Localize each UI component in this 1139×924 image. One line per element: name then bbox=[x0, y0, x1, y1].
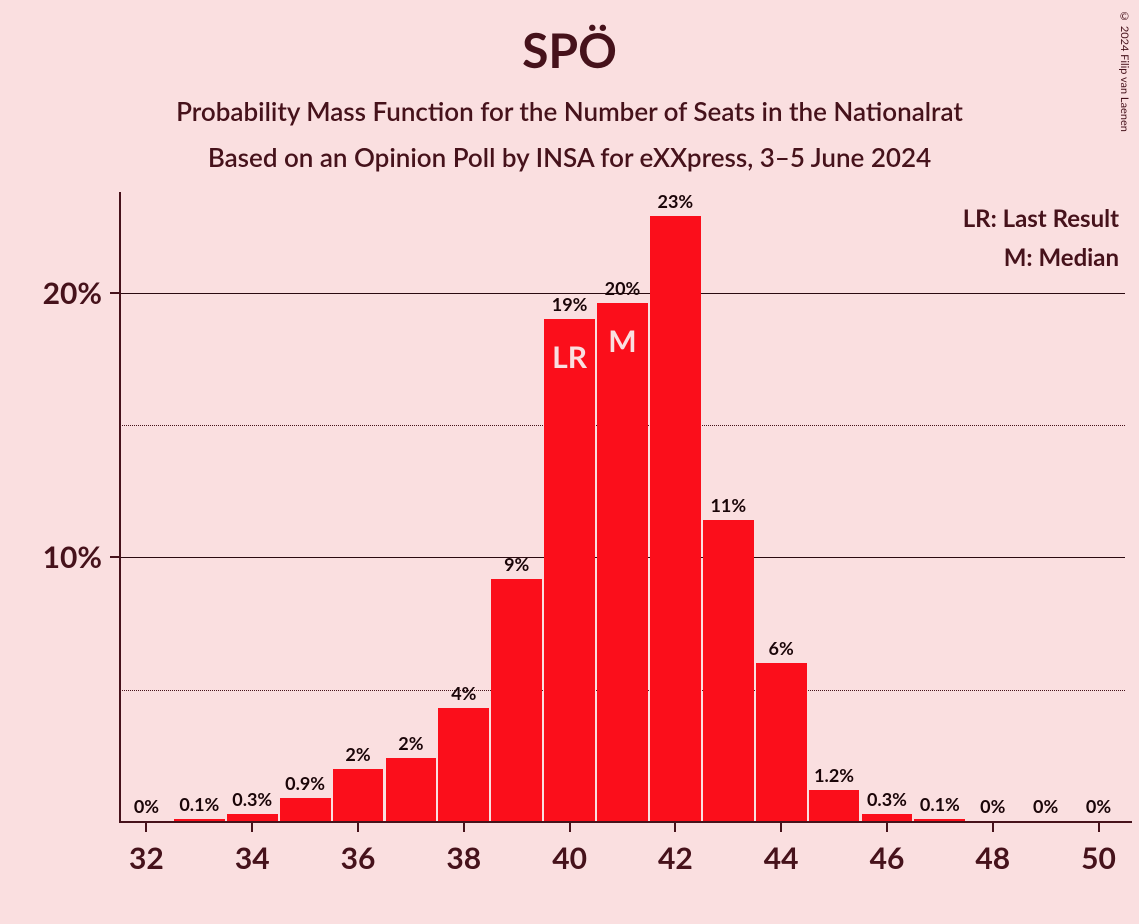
bar: 19%LR bbox=[544, 319, 595, 822]
bar: 0.9% bbox=[280, 798, 331, 822]
copyright-text: © 2024 Filip van Laenen bbox=[1118, 10, 1131, 132]
bar-value-label: 6% bbox=[769, 637, 794, 663]
bar-value-label: 11% bbox=[710, 494, 746, 520]
bar-value-label: 23% bbox=[658, 190, 694, 216]
bar-value-label: 2% bbox=[345, 743, 370, 769]
chart-subtitle-2: Based on an Opinion Poll by INSA for eXX… bbox=[0, 141, 1139, 173]
bar-value-label: 0% bbox=[1033, 795, 1058, 821]
bar: 9% bbox=[491, 579, 542, 823]
bar-value-label: 0% bbox=[980, 795, 1005, 821]
bar-value-label: 0.1% bbox=[920, 793, 960, 819]
bar: 2% bbox=[333, 769, 384, 822]
y-axis bbox=[119, 192, 121, 822]
bar-value-label: 20% bbox=[605, 277, 641, 303]
x-tick-mark bbox=[251, 822, 253, 832]
bar: 23% bbox=[650, 216, 701, 822]
chart-title: SPÖ bbox=[0, 0, 1139, 79]
plot-area: 10%20%0%0.1%0.3%0.9%2%2%4%9%19%LR20%M23%… bbox=[120, 200, 1125, 822]
x-tick-mark bbox=[674, 822, 676, 832]
bar-value-label: 0% bbox=[134, 795, 159, 821]
bar-value-label: 1.2% bbox=[814, 764, 854, 790]
legend-m: M: Median bbox=[963, 243, 1119, 272]
bar: 4% bbox=[438, 708, 489, 822]
bar-value-label: 0.1% bbox=[179, 793, 219, 819]
bar: 11% bbox=[703, 520, 754, 822]
legend: LR: Last Result M: Median bbox=[963, 204, 1119, 272]
x-tick-mark bbox=[780, 822, 782, 832]
bar-value-label: 4% bbox=[451, 682, 476, 708]
bar-value-label: 0.3% bbox=[867, 788, 907, 814]
bar-value-label: 19% bbox=[552, 293, 588, 319]
x-tick-mark bbox=[357, 822, 359, 832]
bar-value-label: 0.3% bbox=[232, 788, 272, 814]
x-tick-mark bbox=[145, 822, 147, 832]
x-tick-mark bbox=[1098, 822, 1100, 832]
legend-lr: LR: Last Result bbox=[963, 204, 1119, 233]
bar: 2% bbox=[386, 758, 437, 822]
x-tick-mark bbox=[886, 822, 888, 832]
x-axis bbox=[119, 821, 1132, 823]
bar-overlay-label: M bbox=[608, 323, 636, 359]
bar: 20%M bbox=[597, 303, 648, 822]
y-tick-label: 20% bbox=[43, 275, 120, 311]
chart-subtitle-1: Probability Mass Function for the Number… bbox=[0, 95, 1139, 127]
bar-value-label: 9% bbox=[504, 553, 529, 579]
bar: 1.2% bbox=[809, 790, 860, 822]
bar-overlay-label: LR bbox=[552, 339, 587, 375]
bar-value-label: 2% bbox=[398, 732, 423, 758]
bar-value-label: 0% bbox=[1086, 795, 1111, 821]
bar: 6% bbox=[756, 663, 807, 822]
x-tick-mark bbox=[992, 822, 994, 832]
x-tick-mark bbox=[463, 822, 465, 832]
y-tick-label: 10% bbox=[43, 539, 120, 575]
x-tick-mark bbox=[569, 822, 571, 832]
bar-value-label: 0.9% bbox=[285, 772, 325, 798]
